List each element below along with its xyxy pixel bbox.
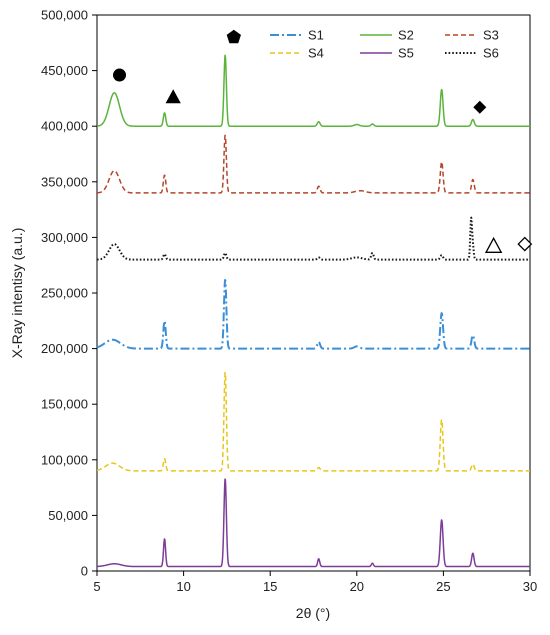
x-tick-label: 5	[93, 579, 100, 594]
y-tick-label: 400,000	[41, 119, 88, 134]
y-tick-label: 250,000	[41, 286, 88, 301]
y-tick-layer: 0 50,000 100,000 150,000 200,000 250,000 300,0…	[41, 8, 97, 579]
y-axis-title: X-Ray intentisy (a.u.)	[9, 228, 25, 359]
x-axis-title: 2θ (°)	[296, 605, 330, 621]
y-tick-label: 450,000	[41, 63, 88, 78]
y-tick-label: 50,000	[48, 508, 88, 523]
legend-label-s1: S1	[308, 28, 324, 43]
peak-marker-layer	[113, 29, 533, 253]
y-tick-label: 200,000	[41, 341, 88, 356]
y-tick-label: 300,000	[41, 230, 88, 245]
peak-marker-triangle-open	[484, 236, 503, 253]
series-line-s1	[96, 279, 531, 350]
x-tick-label: 10	[176, 579, 190, 594]
x-tick-label: 15	[263, 579, 277, 594]
y-tick-label: 100,000	[41, 452, 88, 467]
legend-label-s6: S6	[483, 46, 499, 61]
series-line-s4	[96, 371, 531, 472]
series-line-s3	[96, 134, 531, 194]
series-line-s6	[96, 216, 531, 261]
legend-label-s3: S3	[483, 28, 499, 43]
y-tick-label: 0	[81, 564, 88, 579]
x-tick-label: 30	[523, 579, 537, 594]
x-tick-label: 20	[350, 579, 364, 594]
legend-label-s2: S2	[398, 28, 414, 43]
y-tick-label: 150,000	[41, 397, 88, 412]
series-layer	[96, 54, 531, 568]
peak-marker-pentagon	[226, 29, 241, 44]
peak-marker-triangle	[165, 89, 181, 104]
x-tick-layer: 5 10 15 20 25 30	[93, 571, 537, 594]
legend-label-s5: S5	[398, 46, 414, 61]
x-tick-label: 25	[436, 579, 450, 594]
y-tick-label: 350,000	[41, 174, 88, 189]
legend-label-s4: S4	[308, 46, 324, 61]
legend: S1 S2 S3 S4 S5 S6	[270, 28, 499, 61]
y-tick-label: 500,000	[41, 8, 88, 23]
peak-marker-diamond	[473, 100, 487, 114]
series-line-s2	[96, 54, 531, 127]
plot-area-frame	[96, 14, 531, 572]
peak-marker-circle	[113, 68, 127, 82]
series-line-s5	[96, 478, 531, 568]
peak-marker-diamond-open	[517, 236, 533, 252]
